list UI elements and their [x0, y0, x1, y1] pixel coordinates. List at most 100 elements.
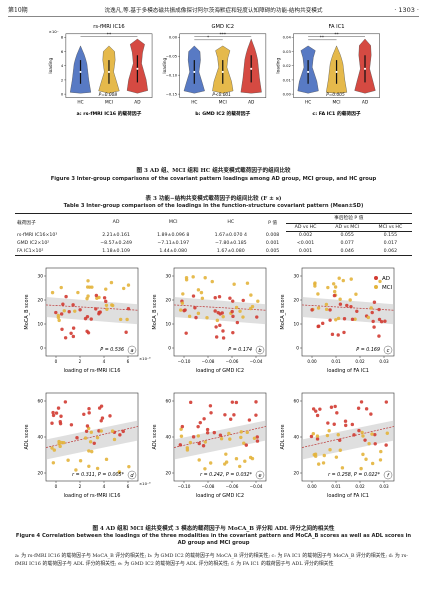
ad-point [356, 406, 361, 410]
mci-point [110, 429, 115, 433]
mci-point [369, 306, 373, 310]
mci-point [338, 448, 342, 452]
ad-point [247, 418, 252, 422]
scatter-panel: ADL score loading of GMD IC2 60 40 20 −0.10 −0… [152, 392, 267, 499]
ad-point [59, 312, 64, 316]
ad-point [108, 414, 112, 418]
y-axis-label: MoCA_B score [280, 294, 286, 329]
ad-point [85, 424, 90, 428]
mci-point [208, 461, 213, 465]
panel-title: GMD IC2 [212, 24, 234, 30]
ad-point [328, 308, 332, 312]
table-row: GMD IC2×10² −8.57±0.249 −7.11±0.197 −7.80±0… [15, 240, 412, 248]
y-axis-label: ADL score [280, 424, 286, 449]
mci-point [334, 318, 338, 322]
ad-point [178, 443, 182, 447]
mci-point [349, 277, 353, 281]
x-tick-label: 0.02 [355, 359, 365, 364]
mci-point [248, 455, 253, 460]
mci-point [66, 458, 70, 462]
ad-point [373, 432, 377, 437]
y-tick-label: 0.01 [283, 78, 291, 82]
ad-point [254, 413, 258, 417]
mci-point [179, 427, 183, 431]
ad-point [205, 427, 210, 432]
table-row: FA IC1×10² 1.18±0.109 1.44±0.080 1.67±0.080… [15, 247, 412, 256]
mci-point [228, 437, 232, 441]
y-axis-label: MoCA_B score [152, 294, 158, 329]
mci-point [361, 434, 365, 438]
y-tick-label: 20 [166, 298, 172, 304]
mci-point [332, 289, 337, 294]
ad-point [332, 293, 337, 298]
mci-point [127, 464, 131, 469]
x-tick-label: 0 [55, 359, 58, 364]
table-cell: GMD IC2×10² [17, 241, 50, 247]
mci-point [324, 302, 329, 307]
ad-point [213, 309, 217, 313]
mci-point [353, 317, 357, 321]
ad-point [371, 319, 375, 324]
ad-point [332, 422, 336, 426]
mci-point [196, 311, 201, 316]
ad-point [223, 413, 227, 417]
ad-point [92, 441, 96, 445]
y-tick-label: 10 [166, 322, 172, 328]
mci-point [95, 466, 100, 471]
x-axis-label: loading of FA IC1 [327, 368, 369, 374]
mci-point [234, 305, 239, 310]
ad-point [102, 296, 107, 300]
x-tick-label: 0 [55, 484, 58, 489]
mci-point [238, 309, 242, 313]
ad-point [124, 330, 128, 334]
mci-point [311, 431, 316, 436]
ad-point [64, 294, 68, 299]
col-header-ad: AD [87, 212, 145, 232]
ad-point [182, 308, 186, 313]
mci-point [205, 316, 209, 320]
panel-sublabel: c: FA IC1 的载荷因子 [312, 110, 360, 117]
ad-point [86, 331, 91, 335]
panel-title: rs-fMRI IC16 [93, 24, 124, 30]
p-value-label: P=0.005 [326, 92, 345, 98]
y-tick-label: 30 [294, 274, 300, 280]
y-axis-label: ADL score [152, 424, 158, 449]
mci-point [50, 290, 55, 295]
table-cell: 0.002 [298, 233, 313, 239]
x-multiplier: ×10⁻³ [139, 481, 151, 486]
table-cell: FA IC1×10² [15, 247, 88, 256]
ad-point [197, 441, 201, 446]
y-axis-label: ADL score [24, 424, 30, 449]
ad-point [87, 411, 91, 415]
ad-point [373, 442, 377, 446]
y-tick-label: −0.15 [166, 93, 178, 97]
y-tick-label: 0.04 [283, 36, 292, 40]
ad-point [209, 411, 213, 415]
mci-point [74, 468, 78, 472]
ad-point [218, 312, 222, 316]
y-tick-label: 60 [166, 399, 172, 405]
regression-line [301, 426, 395, 448]
ad-point [231, 330, 235, 335]
scatter-panel: ADL score loading of FA IC1 60 40 20 0.00 0.01… [280, 392, 395, 499]
x-tick-label: −0.06 [226, 484, 239, 489]
mci-point [321, 461, 326, 465]
x-tick-label: −0.08 [202, 359, 215, 364]
ad-point [359, 400, 364, 404]
x-tick-label: 0.03 [379, 484, 389, 489]
ad-point [51, 410, 55, 415]
mci-point [56, 315, 61, 320]
violin-median [193, 70, 196, 73]
ad-point [221, 329, 225, 333]
y-tick-label: 30 [38, 274, 44, 280]
mci-point [87, 464, 91, 468]
ad-point [372, 300, 377, 304]
legend: AD MCI [374, 276, 393, 291]
ad-point [333, 404, 337, 409]
ad-point [338, 302, 343, 306]
panel-letter-badge [255, 345, 265, 355]
y-tick-label: 20 [38, 298, 44, 304]
y-tick-label: 0.02 [283, 64, 291, 68]
mci-point [221, 314, 225, 319]
mci-point [191, 275, 195, 279]
